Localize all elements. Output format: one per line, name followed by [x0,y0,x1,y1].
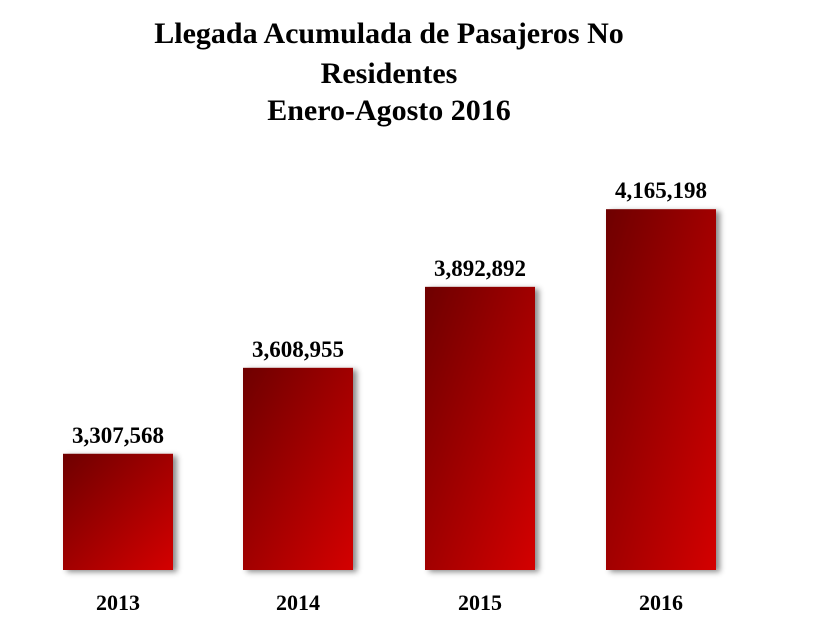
x-tick-label-2015: 2015 [458,590,502,615]
chart-title-line-2: Residentes [321,57,458,90]
chart-title-line-1: Llegada Acumulada de Pasajeros No [154,17,623,50]
chart-title: Llegada Acumulada de Pasajeros No Reside… [154,17,623,127]
bar-2014 [243,367,353,570]
chart-title-line-3: Enero-Agosto 2016 [267,94,511,127]
data-label-2016: 4,165,198 [615,178,707,203]
x-axis-ticks-group: 2013 2014 2015 2016 [96,590,683,615]
data-label-2013: 3,307,568 [72,423,164,448]
data-label-2015: 3,892,892 [434,256,526,281]
data-labels-group: 3,307,568 3,608,955 3,892,892 4,165,198 [72,178,707,448]
bar-2013 [63,453,173,570]
data-label-2014: 3,608,955 [252,337,344,362]
x-tick-label-2014: 2014 [276,590,320,615]
x-tick-label-2016: 2016 [639,590,683,615]
x-tick-label-2013: 2013 [96,590,140,615]
bars-group [63,209,716,571]
bar-2016 [606,209,716,571]
bar-2015 [425,286,535,570]
